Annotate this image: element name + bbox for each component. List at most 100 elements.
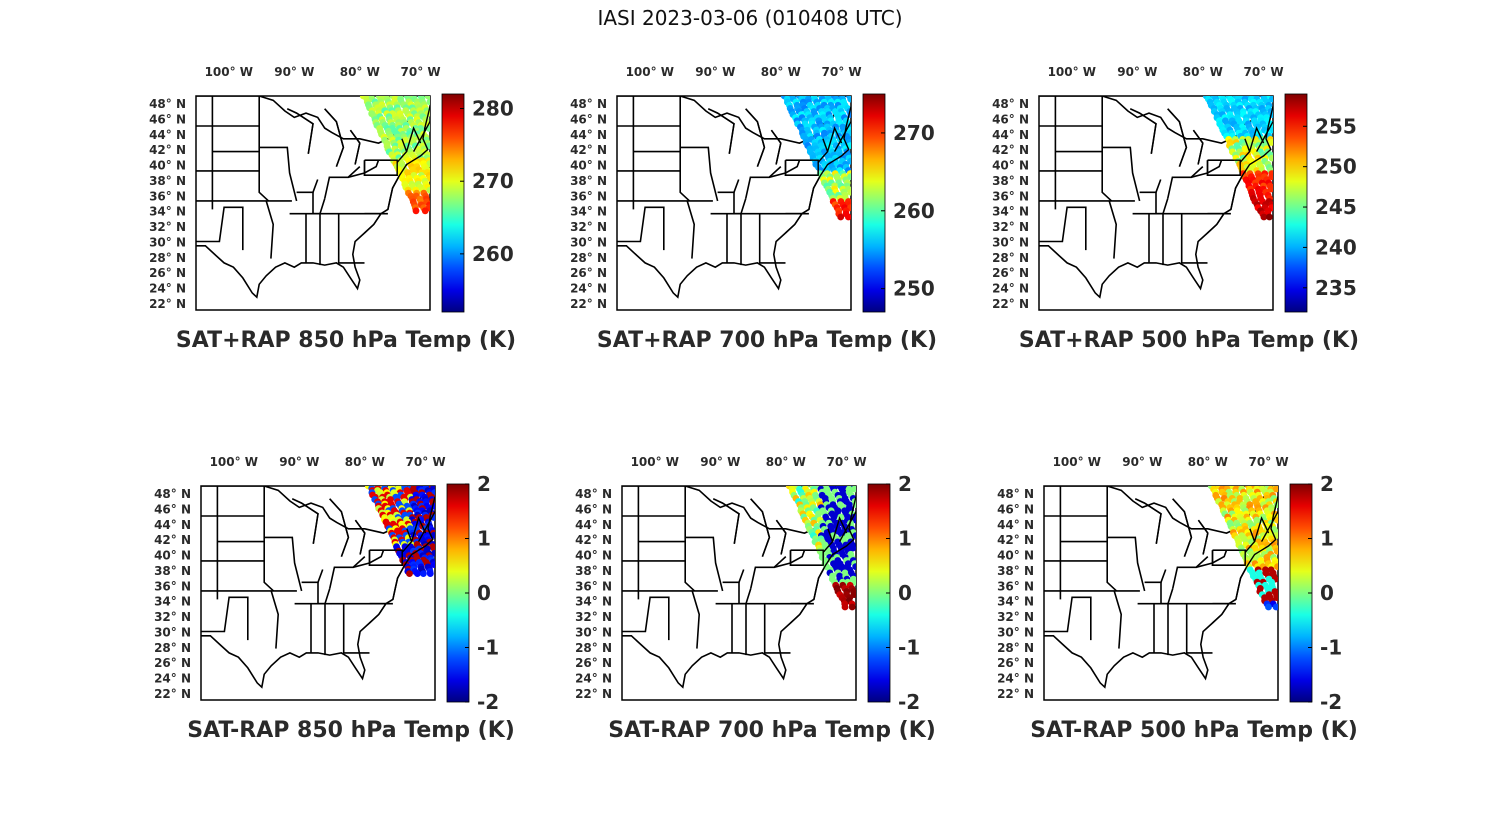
panel-title: SAT-RAP 850 hPa Temp (K) — [187, 718, 515, 743]
figure-title: IASI 2023-03-06 (010408 UTC) — [597, 6, 903, 30]
state-boundary — [265, 200, 275, 259]
lat-label: 30° N — [992, 236, 1029, 250]
swath-dot — [420, 570, 427, 577]
state-boundary — [684, 486, 696, 592]
lat-label: 46° N — [149, 112, 186, 126]
lat-label: 26° N — [575, 656, 612, 670]
lat-label: 26° N — [149, 266, 186, 280]
lat-label: 44° N — [992, 128, 1029, 142]
lon-label: 100° W — [631, 455, 679, 469]
state-boundary — [337, 213, 365, 264]
lat-label: 32° N — [997, 610, 1034, 624]
lat-label: 38° N — [154, 564, 191, 578]
state-boundary — [1166, 166, 1204, 199]
lon-label: 70° W — [827, 455, 867, 469]
lon-label: 70° W — [1249, 455, 1289, 469]
swath-dot — [426, 186, 430, 194]
colorbar-tick-label: 0 — [898, 581, 912, 605]
swath-dot — [845, 213, 851, 221]
state-boundary — [1039, 206, 1087, 251]
lat-label: 48° N — [570, 97, 607, 111]
lat-label: 42° N — [997, 533, 1034, 547]
lat-label: 22° N — [992, 297, 1029, 311]
lat-label: 28° N — [149, 251, 186, 265]
lat-label: 36° N — [997, 579, 1034, 593]
lat-label: 32° N — [149, 220, 186, 234]
lat-label: 44° N — [149, 128, 186, 142]
lon-label: 70° W — [401, 65, 441, 79]
lat-label: 38° N — [992, 174, 1029, 188]
lat-label: 36° N — [570, 189, 607, 203]
lon-label: 70° W — [406, 455, 446, 469]
state-boundary — [201, 596, 249, 641]
lat-label: 28° N — [992, 251, 1029, 265]
state-boundary — [270, 590, 280, 649]
lon-label: 80° W — [340, 65, 380, 79]
panel-sat-minus-rap-700-temp: 100° W 90° W 80° W 70° W 48° N 46° N 44° N 42° … — [552, 450, 972, 780]
lat-label: 22° N — [575, 687, 612, 701]
state-boundary — [773, 549, 806, 569]
border-line — [622, 486, 856, 534]
swath-dot — [426, 98, 430, 106]
swath-dot — [414, 570, 421, 577]
lat-label: 46° N — [575, 502, 612, 516]
lat-label: 48° N — [992, 97, 1029, 111]
lon-label: 80° W — [1188, 455, 1228, 469]
state-boundary — [263, 486, 275, 592]
lat-label: 22° N — [570, 297, 607, 311]
state-boundary — [763, 603, 791, 654]
lat-label: 40° N — [149, 159, 186, 173]
swath-dot — [1268, 139, 1273, 146]
state-boundary — [1107, 536, 1146, 592]
lon-label: 90° W — [700, 455, 740, 469]
lat-label: 40° N — [997, 549, 1034, 563]
lat-label: 24° N — [997, 672, 1034, 686]
lat-label: 44° N — [575, 518, 612, 532]
lat-label: 48° N — [997, 487, 1034, 501]
colorbar — [862, 93, 886, 313]
lat-label: 32° N — [154, 610, 191, 624]
panel-title: SAT+RAP 500 hPa Temp (K) — [1018, 328, 1360, 353]
lat-label: 26° N — [154, 656, 191, 670]
colorbar-tick-label: 255 — [1315, 114, 1357, 138]
colorbar-tick-label: 1 — [1320, 527, 1334, 551]
colorbar-tick-label: 250 — [1315, 155, 1357, 179]
swath-dots — [785, 486, 856, 611]
state-boundary — [1195, 549, 1228, 569]
lat-label: 48° N — [154, 487, 191, 501]
lat-label: 48° N — [575, 487, 612, 501]
lat-label: 32° N — [992, 220, 1029, 234]
lon-label: 80° W — [345, 455, 385, 469]
state-boundary — [680, 146, 719, 202]
swath-dots — [359, 96, 430, 215]
swath-dot — [837, 213, 845, 221]
colorbar-tick-label: 260 — [893, 199, 935, 223]
lat-label: 42° N — [575, 533, 612, 547]
state-boundary — [264, 536, 303, 592]
swath-dot — [1268, 154, 1273, 162]
lat-label: 30° N — [997, 626, 1034, 640]
state-boundary — [691, 590, 701, 649]
state-boundary — [328, 556, 366, 589]
lat-label: 46° N — [992, 112, 1029, 126]
panel-sat-minus-rap-850-temp: 100° W 90° W 80° W 70° W 48° N 46° N 44° N 42° … — [131, 450, 551, 780]
lat-label: 26° N — [992, 266, 1029, 280]
state-boundary — [196, 206, 244, 251]
colorbar — [441, 93, 465, 313]
lon-label: 90° W — [695, 65, 735, 79]
state-boundary — [1185, 603, 1213, 654]
state-boundary — [768, 159, 801, 179]
lat-label: 34° N — [149, 205, 186, 219]
state-boundary — [722, 569, 745, 584]
lat-label: 32° N — [570, 220, 607, 234]
lat-label: 42° N — [154, 533, 191, 547]
lat-label: 30° N — [570, 236, 607, 250]
lon-label: 80° W — [761, 65, 801, 79]
lat-label: 28° N — [997, 641, 1034, 655]
lat-label: 28° N — [575, 641, 612, 655]
lat-label: 36° N — [575, 579, 612, 593]
colorbar-tick-label: 245 — [1315, 195, 1357, 219]
lat-label: 34° N — [570, 205, 607, 219]
lat-label: 42° N — [992, 143, 1029, 157]
map-plot: 100° W 90° W 80° W 70° W 48° N46° N 44° N42° … — [154, 455, 499, 714]
